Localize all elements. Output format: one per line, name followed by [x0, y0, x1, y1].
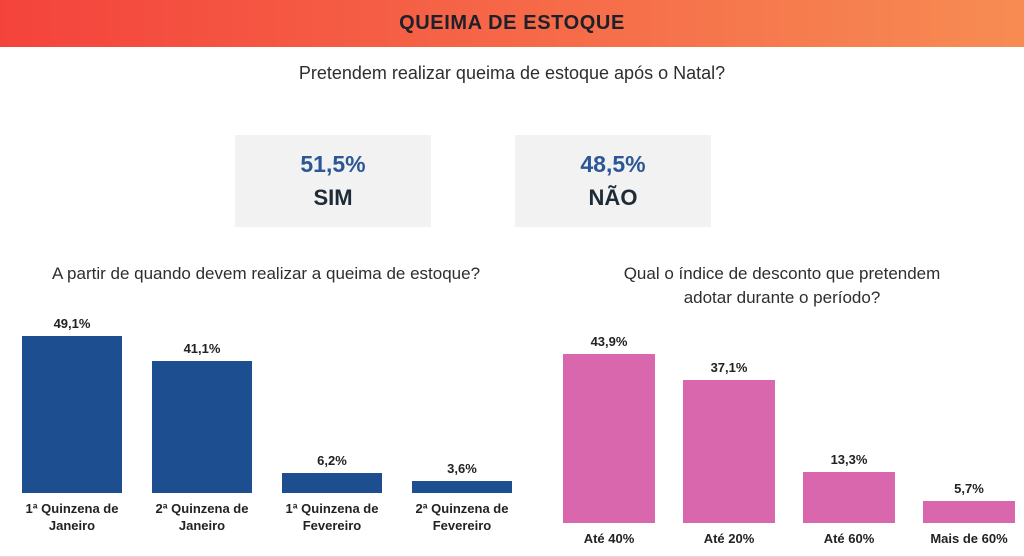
category-label: Até 20% [703, 531, 755, 546]
chart-bar [683, 380, 775, 523]
category-label-line: Fevereiro [432, 518, 492, 533]
category-label: 2ª Quinzena de Fevereiro [412, 500, 512, 534]
chart-when-title: A partir de quando devem realizar a quei… [51, 264, 481, 283]
chart-bar [563, 354, 655, 523]
category-label-line: 1ª Quinzena de [25, 501, 119, 516]
bar-group: 3,6% [412, 461, 512, 493]
chart-bar [923, 501, 1015, 523]
chart-bar [282, 473, 382, 493]
chart-when-start: A partir de quando devem realizar a quei… [0, 262, 532, 534]
category-label-line: 1ª Quinzena de [285, 501, 379, 516]
value-label: 5,7% [954, 481, 984, 496]
category-label: 2ª Quinzena de Janeiro [152, 500, 252, 534]
chart-discount-title-line: adotar durante o período? [683, 288, 881, 307]
category-label: Até 60% [823, 531, 875, 546]
survey-question: Pretendem realizar queima de estoque apó… [298, 63, 726, 83]
chart-bar [152, 361, 252, 493]
page-title: QUEIMA DE ESTOQUE [399, 12, 625, 34]
chart-when-category-labels: 1ª Quinzena de Janeiro 2ª Quinzena de Ja… [0, 500, 532, 534]
value-label: 37,1% [710, 360, 748, 375]
chart-discount-category-labels: Até 40% Até 20% Até 60% Mais de 60% [540, 530, 1024, 547]
category-label-line: Janeiro [48, 518, 96, 533]
chart-bar [803, 472, 895, 523]
category-label-line: 2ª Quinzena de [415, 501, 509, 516]
stat-value-nao: 48,5% [580, 151, 646, 177]
value-label: 3,6% [447, 461, 477, 476]
category-label-line: 2ª Quinzena de [155, 501, 249, 516]
bar-group: 5,7% [923, 481, 1015, 523]
chart-discount-title-line: Qual o índice de desconto que pretendem [623, 264, 941, 283]
bar-group: 49,1% [22, 316, 122, 493]
stat-box-nao: 48,5% NÃO [515, 135, 711, 227]
category-label-line: Fevereiro [302, 518, 362, 533]
bar-group: 41,1% [152, 341, 252, 493]
chart-bar [22, 336, 122, 493]
stat-label-nao: NÃO [588, 185, 638, 210]
category-label-line: Janeiro [178, 518, 226, 533]
value-label: 43,9% [590, 334, 628, 349]
bar-group: 6,2% [282, 453, 382, 493]
bar-group: 13,3% [803, 452, 895, 523]
category-label: Mais de 60% [930, 531, 1008, 546]
category-label: 1ª Quinzena de Fevereiro [282, 500, 382, 534]
chart-discount: Qual o índice de desconto que pretendem … [540, 262, 1024, 547]
chart-discount-bars: 43,9% 37,1% 13,3% 5,7% [540, 313, 1024, 523]
value-label: 13,3% [830, 452, 868, 467]
chart-when-bars: 49,1% 41,1% 6,2% 3,6% [0, 293, 532, 493]
chart-discount-title: Qual o índice de desconto que pretendem … [540, 262, 1024, 310]
stat-box-sim: 51,5% SIM [235, 135, 431, 227]
stat-label-sim: SIM [313, 185, 353, 210]
category-label: 1ª Quinzena de Janeiro [22, 500, 122, 534]
bar-group: 37,1% [683, 360, 775, 523]
chart-bar [412, 481, 512, 493]
bar-group: 43,9% [563, 334, 655, 523]
value-label: 49,1% [53, 316, 91, 331]
stat-value-sim: 51,5% [300, 151, 366, 177]
value-label: 6,2% [317, 453, 347, 468]
header-banner: QUEIMA DE ESTOQUE [0, 0, 1024, 47]
value-label: 41,1% [183, 341, 221, 356]
category-label: Até 40% [583, 531, 635, 546]
